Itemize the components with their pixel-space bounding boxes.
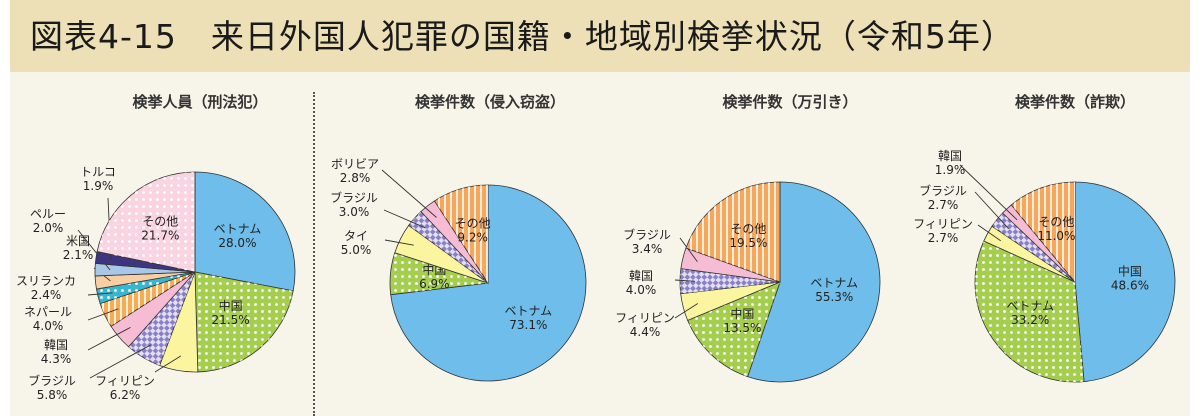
pie-slice-2 bbox=[194, 271, 294, 373]
slice-label: その他 19.5% bbox=[729, 222, 767, 250]
slice-label: 韓国 1.9% bbox=[935, 149, 966, 177]
leader-line bbox=[87, 308, 119, 321]
leader-line bbox=[384, 239, 414, 246]
slice-label: 中国 48.6% bbox=[1111, 263, 1149, 292]
pie-slice-2 bbox=[389, 252, 489, 296]
slice-label: 中国 21.5% bbox=[212, 298, 250, 327]
slice-label: 韓国 4.3% bbox=[41, 338, 72, 366]
pie-slice-2 bbox=[687, 281, 781, 378]
slice-label: その他 11.0% bbox=[1037, 215, 1075, 243]
slice-label: ブラジル 3.4% bbox=[623, 227, 671, 256]
page-title: 図表4-15 来日外国人犯罪の国籍・地域別検挙状況（令和5年） bbox=[30, 17, 1015, 56]
leader-line bbox=[977, 224, 1001, 242]
pie-slice-1 bbox=[1074, 181, 1176, 383]
pie-chart-2: 検挙件数（侵入窃盗）ベトナム 73.1%中国 6.9%タイ 5.0%ブラジル 3.0%ボ… bbox=[330, 93, 587, 382]
slice-label: ベトナム 73.1% bbox=[504, 304, 552, 332]
pie-slice-2 bbox=[974, 240, 1085, 383]
leader-line bbox=[974, 191, 1010, 230]
slice-label: 韓国 4.0% bbox=[626, 269, 657, 297]
title-bar: 図表4-15 来日外国人犯罪の国籍・地域別検挙状況（令和5年） bbox=[10, 0, 1190, 72]
chart-title: 検挙件数（侵入窃盗） bbox=[415, 93, 565, 111]
leader-line bbox=[89, 344, 152, 379]
leader-line bbox=[674, 279, 696, 282]
chart-title: 検挙件数（詐欺） bbox=[1015, 93, 1135, 111]
slice-label: ボリビア 2.8% bbox=[331, 157, 379, 185]
leader-line bbox=[679, 237, 698, 263]
leader-line bbox=[87, 292, 113, 296]
pie-chart-1: 検挙人員（刑法犯） ベトナム 28.0% 中国 21.5% フィリピン 6.2% ブラジル 5.… bbox=[16, 93, 296, 402]
pie-slice-11 bbox=[96, 171, 196, 273]
slice-label: ブラジル 5.8% bbox=[28, 373, 76, 402]
pie-slice-6 bbox=[433, 184, 489, 285]
leader-line bbox=[383, 209, 426, 229]
slice-label: トルコ 1.9% bbox=[80, 165, 116, 193]
slice-label: 中国 13.5% bbox=[723, 306, 761, 335]
slice-label: フィリピン 2.7% bbox=[913, 217, 973, 245]
slice-label: ブラジル 3.0% bbox=[330, 190, 378, 219]
chart-title: 検挙件数（万引き） bbox=[722, 93, 857, 111]
slice-label: その他 21.7% bbox=[141, 214, 179, 242]
pie-slice-1 bbox=[747, 181, 881, 383]
leader-line bbox=[87, 326, 131, 351]
slice-label: ペルー 2.0% bbox=[30, 207, 66, 235]
slice-label: ベトナム 28.0% bbox=[214, 222, 262, 250]
slice-label: ブラジル 2.7% bbox=[919, 183, 967, 212]
pie-slice-1 bbox=[194, 171, 296, 292]
chart-title: 検挙人員（刑法犯） bbox=[132, 93, 267, 111]
leader-line bbox=[674, 303, 699, 319]
pie-chart-3: 検挙件数（万引き） ベトナム 55.3% 中国 13.5% フィリピン 4.4% 韓国 4.0%… bbox=[615, 93, 881, 383]
panel-divider bbox=[313, 92, 315, 416]
slice-label: フィリピン 4.4% bbox=[615, 311, 675, 339]
slice-label: ベトナム 55.3% bbox=[810, 276, 858, 304]
slice-label: ベトナム 33.2% bbox=[1006, 299, 1054, 327]
pie-slice-6 bbox=[1010, 181, 1076, 284]
leader-line bbox=[959, 164, 1018, 221]
slice-label: その他 9.2% bbox=[455, 216, 491, 244]
pie-chart-4: 検挙件数（詐欺） 中国 48.6% ベトナム 33.2% フィリピン 2.7% ブラジル 2.7… bbox=[913, 93, 1176, 383]
leader-line bbox=[381, 169, 437, 218]
slice-label: フィリピン 6.2% bbox=[95, 374, 155, 402]
slice-label: ネパール 4.0% bbox=[24, 305, 72, 333]
leader-line bbox=[154, 355, 182, 373]
slice-label: タイ 5.0% bbox=[341, 229, 372, 257]
slice-label: スリランカ 2.4% bbox=[16, 274, 76, 302]
slice-label: 米国 2.1% bbox=[63, 234, 94, 262]
pie-slice-6 bbox=[685, 181, 781, 283]
